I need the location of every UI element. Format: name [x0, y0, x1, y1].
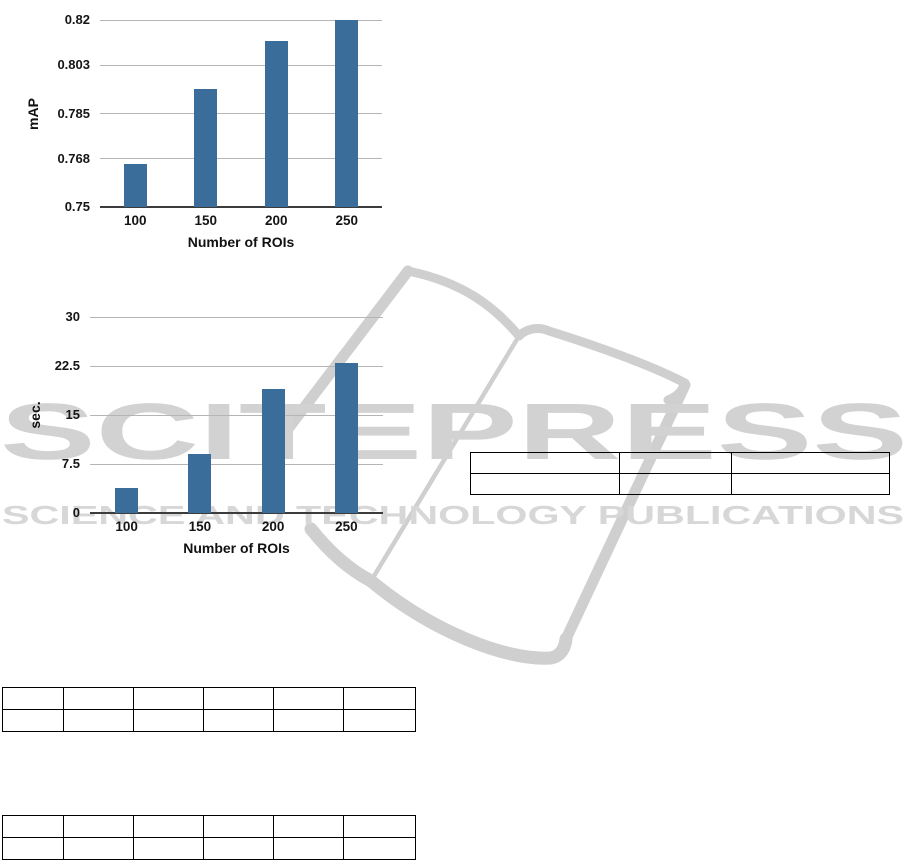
table-row — [2, 837, 416, 860]
x-axis-title: Number of ROIs — [183, 540, 290, 556]
x-tick-label: 100 — [115, 519, 138, 534]
table-cell — [133, 815, 204, 838]
gridline — [100, 64, 382, 66]
table-row — [2, 687, 416, 710]
y-tick-label: 0.785 — [57, 105, 90, 121]
x-tick-label: 150 — [194, 213, 218, 228]
gridline — [100, 113, 382, 114]
x-tick-label: 200 — [261, 519, 285, 534]
table-cell — [2, 709, 64, 732]
bottom-empty-table-1 — [2, 687, 416, 732]
table-cell — [619, 452, 732, 474]
bar-150 — [194, 89, 218, 207]
gridline — [100, 19, 382, 21]
table-cell — [273, 687, 344, 710]
y-tick-label: 0.75 — [64, 199, 90, 215]
y-axis-title: sec. — [27, 401, 43, 429]
table-cell — [619, 473, 732, 495]
x-tick-label: 250 — [335, 519, 358, 534]
table-cell — [470, 473, 620, 495]
table-cell — [2, 837, 64, 860]
table-cell — [203, 815, 274, 838]
table-cell — [273, 837, 344, 860]
table-cell — [273, 709, 344, 732]
x-axis-title: Number of ROIs — [187, 234, 295, 250]
table-row — [470, 452, 890, 474]
table-cell — [63, 687, 134, 710]
table-cell — [731, 452, 890, 474]
gridline — [90, 316, 383, 318]
table-cell — [343, 709, 416, 732]
table-cell — [343, 837, 416, 860]
table-cell — [731, 473, 890, 495]
y-tick-label: 0 — [72, 505, 80, 521]
table-cell — [2, 687, 64, 710]
y-tick-label: 0.82 — [64, 12, 90, 28]
y-axis-title: mAP — [25, 97, 41, 130]
table-cell — [343, 687, 416, 710]
y-tick-label: 0.803 — [57, 57, 90, 73]
table-cell — [133, 837, 204, 860]
y-tick-label: 30 — [65, 309, 80, 325]
bar-250 — [334, 362, 358, 513]
y-tick-label: 0.768 — [57, 151, 90, 167]
axis-baseline — [90, 512, 383, 514]
table-row — [2, 815, 416, 838]
table-cell — [273, 815, 344, 838]
x-tick-label: 200 — [264, 213, 288, 228]
gridline — [90, 365, 383, 367]
bar-200 — [264, 41, 288, 207]
table-cell — [2, 815, 64, 838]
table-row — [2, 709, 416, 732]
table-cell — [203, 837, 274, 860]
axis-baseline — [100, 206, 382, 208]
table-cell — [63, 815, 134, 838]
table-cell — [63, 709, 134, 732]
bar-100 — [115, 488, 139, 513]
table-cell — [470, 452, 620, 474]
table-row — [470, 473, 890, 495]
table-cell — [133, 687, 204, 710]
bottom-empty-table-2 — [2, 815, 416, 860]
bar-200 — [261, 388, 285, 513]
x-tick-label: 100 — [123, 213, 147, 228]
map-vs-rois-bar-chart: 0.75 0.768 0.785 0.803 0.82 100 150 200 250 Numbe… — [25, 12, 382, 250]
gridline — [90, 463, 383, 465]
table-cell — [343, 815, 416, 838]
x-tick-label: 250 — [335, 213, 359, 228]
table-cell — [133, 709, 204, 732]
bar-250 — [335, 20, 359, 207]
right-empty-table — [470, 452, 890, 495]
time-vs-rois-bar-chart: 0 7.5 15 22.5 30 100 150 200 250 Number of ROIs se… — [27, 309, 383, 556]
table-cell — [203, 709, 274, 732]
watermark-subtitle-text: SCIENCE AND TECHNOLOGY PUBLICATIONS — [2, 500, 904, 530]
gridline — [90, 414, 383, 416]
bar-100 — [123, 164, 147, 207]
y-tick-label: 15 — [65, 407, 80, 423]
table-cell — [63, 837, 134, 860]
gridline — [100, 158, 382, 160]
x-tick-label: 150 — [188, 519, 212, 534]
bar-150 — [188, 454, 212, 513]
y-tick-label: 22.5 — [54, 358, 80, 374]
table-cell — [203, 687, 274, 710]
open-book-logo-icon — [275, 265, 691, 665]
y-tick-label: 7.5 — [61, 456, 80, 472]
